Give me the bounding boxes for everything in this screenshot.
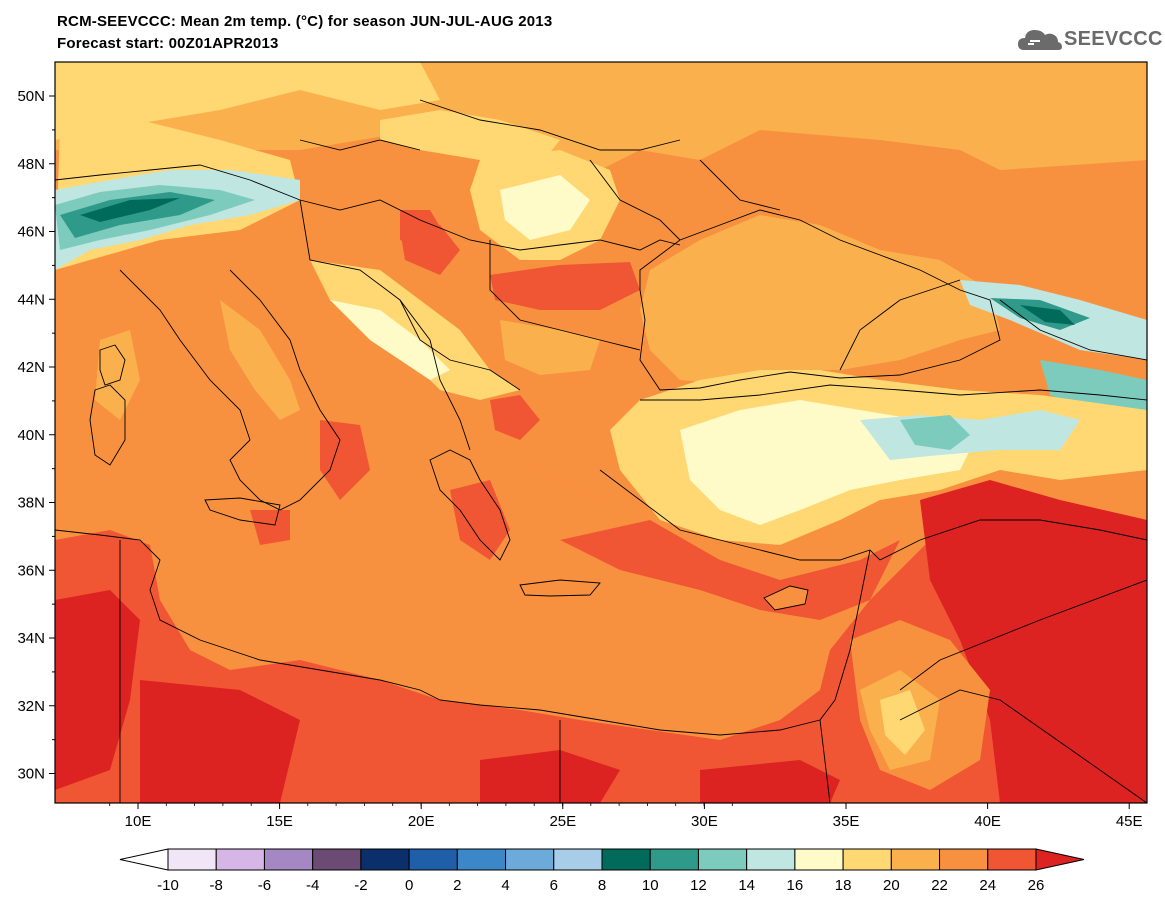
colorbar-label: 20 bbox=[883, 877, 900, 894]
colorbar: -10 -8 -6 -4 -2 0 2 4 6 8 10 12 14 16 18 20 22 24 26 bbox=[119, 848, 1085, 894]
colorbar-label: 24 bbox=[979, 877, 996, 894]
lat-tick-label: 36N bbox=[17, 562, 45, 579]
colorbar-label: 10 bbox=[642, 877, 659, 894]
colorbar-label: -6 bbox=[258, 877, 271, 894]
logo-text: SEEVCCC bbox=[1064, 28, 1163, 50]
colorbar-label: 16 bbox=[787, 877, 804, 894]
colorbar-label: 2 bbox=[453, 877, 461, 894]
lon-tick-label: 45E bbox=[1116, 813, 1143, 830]
colorbar-left-arrow bbox=[119, 848, 169, 871]
colorbar-box bbox=[890, 848, 941, 871]
lat-tick-label: 48N bbox=[17, 156, 45, 173]
lon-tick-label: 35E bbox=[833, 813, 860, 830]
lat-tick-label: 32N bbox=[17, 698, 45, 715]
cloud-icon bbox=[1018, 30, 1062, 50]
colorbar-box bbox=[408, 848, 458, 871]
lon-tick-label: 40E bbox=[974, 813, 1001, 830]
colorbar-box bbox=[697, 848, 748, 871]
colorbar-label: -10 bbox=[157, 877, 179, 894]
lat-tick-label: 40N bbox=[17, 427, 45, 444]
lat-tick-label: 38N bbox=[17, 495, 45, 512]
colorbar-label: 0 bbox=[405, 877, 413, 894]
colorbar-box bbox=[601, 848, 651, 871]
coastlines bbox=[55, 99, 1147, 803]
colorbar-label: 8 bbox=[598, 877, 606, 894]
colorbar-label: 22 bbox=[931, 877, 948, 894]
colorbar-label: -2 bbox=[354, 877, 367, 894]
colorbar-box bbox=[794, 848, 844, 871]
colorbar-label: 6 bbox=[550, 877, 558, 894]
colorbar-label: -8 bbox=[210, 877, 223, 894]
colorbar-right-arrow bbox=[1035, 848, 1085, 871]
lat-tick-label: 46N bbox=[17, 224, 45, 241]
colorbar-label: 4 bbox=[501, 877, 509, 894]
lat-tick-label: 42N bbox=[17, 359, 45, 376]
colorbar-label: 14 bbox=[738, 877, 755, 894]
colorbar-box bbox=[312, 848, 362, 871]
lon-tick-label: 25E bbox=[549, 813, 576, 830]
colorbar-box bbox=[939, 848, 989, 871]
colorbar-box bbox=[842, 848, 892, 871]
colorbar-box bbox=[987, 848, 1037, 871]
colorbar-box bbox=[167, 848, 217, 871]
colorbar-box bbox=[360, 848, 410, 871]
lon-tick-label: 20E bbox=[408, 813, 435, 830]
colorbar-box bbox=[215, 848, 265, 871]
colorbar-label: -4 bbox=[306, 877, 319, 894]
colorbar-box bbox=[505, 848, 555, 871]
lat-tick-label: 34N bbox=[17, 630, 45, 647]
colorbar-box bbox=[746, 848, 796, 871]
longitude-axis: 10E 15E 20E 25E 30E 35E 40E 45E bbox=[109, 803, 1143, 830]
latitude-axis: 50N 48N 46N 44N 42N 40N 38N 36N 34N 32N 30N bbox=[17, 88, 55, 783]
lat-tick-label: 30N bbox=[17, 766, 45, 783]
colorbar-label: 12 bbox=[690, 877, 707, 894]
forecast-start-label: Forecast start: 00Z01APR2013 bbox=[57, 35, 279, 52]
lat-tick-label: 50N bbox=[17, 88, 45, 105]
colorbar-box bbox=[263, 848, 314, 871]
lon-tick-label: 10E bbox=[125, 813, 152, 830]
map-field bbox=[55, 62, 1147, 803]
map-title: RCM-SEEVCCC: Mean 2m temp. (°C) for seas… bbox=[57, 13, 553, 30]
lon-tick-label: 30E bbox=[691, 813, 718, 830]
colorbar-label: 18 bbox=[835, 877, 852, 894]
colorbar-box bbox=[649, 848, 699, 871]
colorbar-label: 26 bbox=[1028, 877, 1045, 894]
map-frame bbox=[54, 61, 1148, 804]
colorbar-box bbox=[456, 848, 507, 871]
lon-tick-label: 15E bbox=[266, 813, 293, 830]
colorbar-box bbox=[553, 848, 603, 871]
lat-tick-label: 44N bbox=[17, 291, 45, 308]
